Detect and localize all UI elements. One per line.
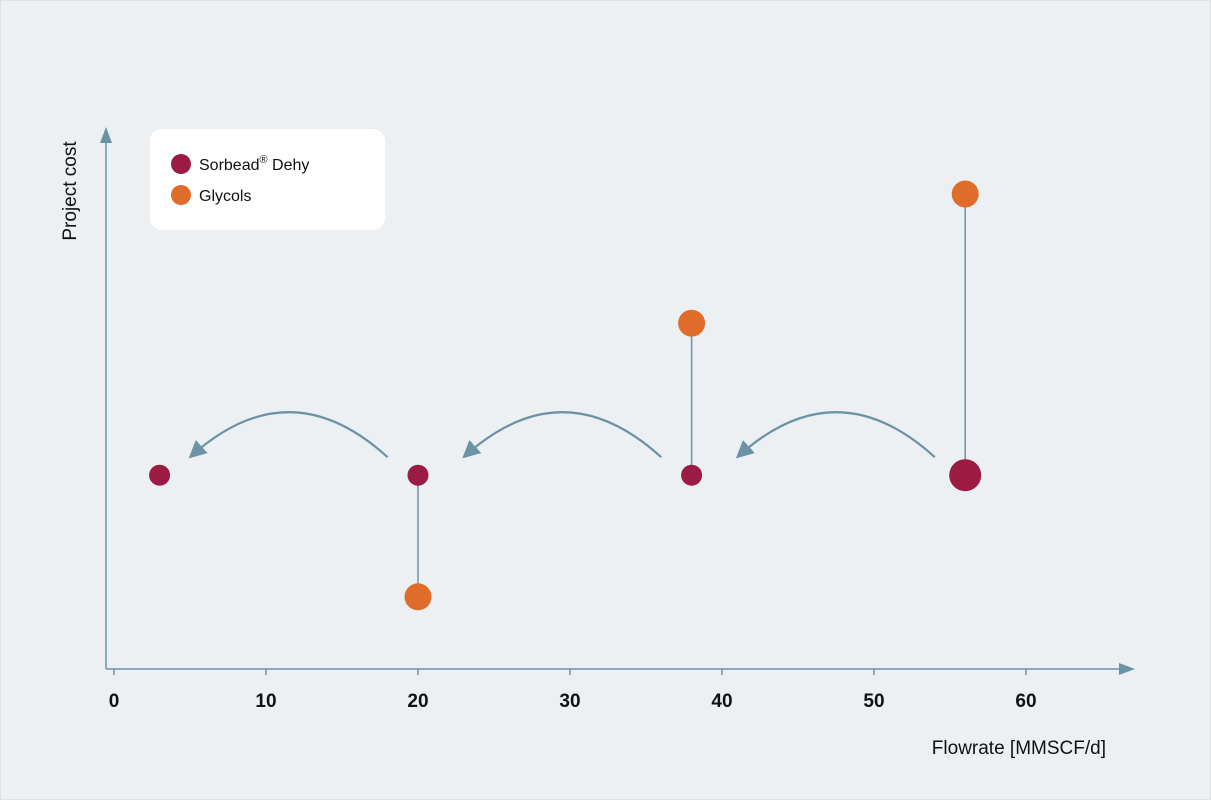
curved-arrow	[735, 411, 936, 459]
legend-sorbead-name: Sorbead	[199, 157, 260, 174]
legend-sorbead-suffix: Dehy	[268, 157, 310, 174]
data-point	[949, 459, 982, 492]
curved-arrow	[462, 411, 662, 459]
data-point	[404, 583, 432, 611]
y-axis-arrowhead	[100, 127, 112, 143]
legend: Sorbead® Dehy Glycols	[150, 129, 385, 230]
x-axis-arrowhead	[1119, 663, 1135, 675]
x-ticks: 0 10 20 30 40 50 60	[109, 669, 1037, 712]
x-tick-label: 20	[407, 691, 428, 712]
legend-marker-glycols	[171, 185, 191, 205]
legend-label-sorbead: Sorbead® Dehy	[199, 154, 309, 174]
x-tick-label: 50	[863, 691, 884, 712]
curved-arrows	[188, 411, 936, 459]
x-tick-label: 40	[711, 691, 732, 712]
curved-arrow	[188, 411, 389, 459]
data-point	[681, 464, 703, 486]
x-tick-label: 30	[559, 691, 580, 712]
x-tick-label: 60	[1015, 691, 1036, 712]
data-point	[678, 309, 706, 337]
x-axis-label: Flowrate [MMSCF/d]	[932, 738, 1106, 759]
connectors	[417, 194, 966, 597]
legend-marker-sorbead	[171, 154, 191, 174]
data-points	[149, 180, 982, 611]
legend-box	[150, 129, 385, 230]
x-tick-label: 10	[255, 691, 276, 712]
legend-label-glycols: Glycols	[199, 188, 251, 205]
x-tick-label: 0	[109, 691, 120, 712]
legend-sorbead-registered: ®	[260, 154, 268, 166]
y-axis-label: Project cost	[60, 141, 81, 241]
data-point	[407, 464, 429, 486]
data-point	[951, 180, 979, 208]
data-point	[149, 464, 171, 486]
